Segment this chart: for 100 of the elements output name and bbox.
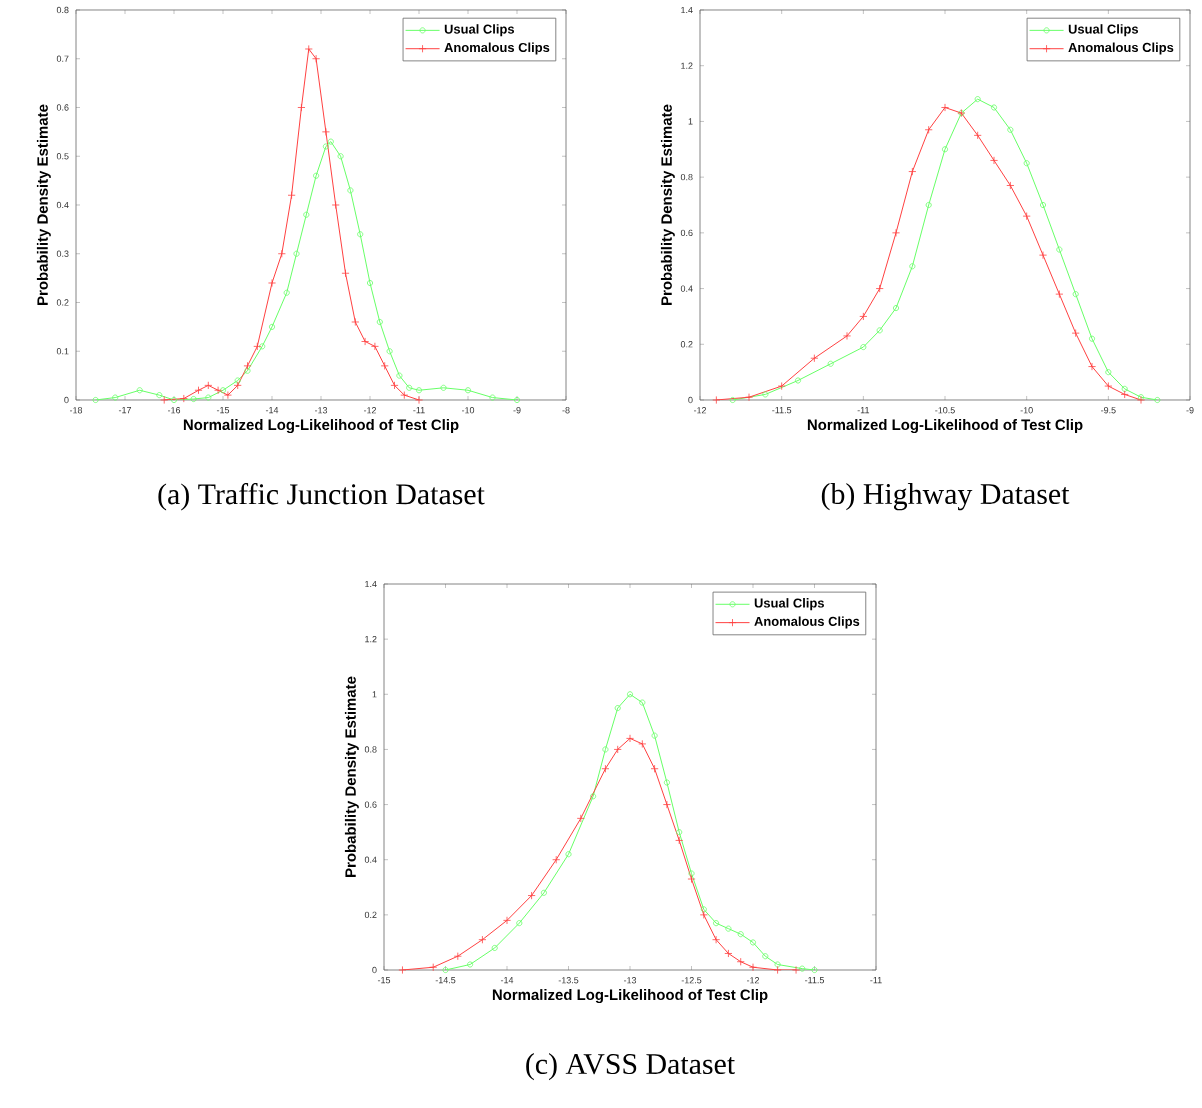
point bbox=[376, 318, 383, 325]
text: (a) Traffic Junction Dataset bbox=[158, 483, 485, 511]
point bbox=[810, 354, 819, 363]
point bbox=[406, 384, 413, 391]
point bbox=[1006, 181, 1015, 190]
point bbox=[892, 228, 901, 237]
point bbox=[941, 103, 950, 112]
point bbox=[467, 961, 474, 968]
point bbox=[503, 916, 511, 925]
point bbox=[322, 143, 329, 150]
point bbox=[799, 965, 806, 972]
point bbox=[287, 191, 296, 200]
point bbox=[1040, 201, 1047, 208]
point bbox=[602, 746, 609, 753]
point bbox=[440, 384, 447, 391]
point bbox=[194, 386, 203, 395]
point bbox=[1120, 390, 1129, 399]
point bbox=[233, 381, 242, 390]
point bbox=[234, 377, 241, 384]
point bbox=[1088, 362, 1097, 371]
point bbox=[1104, 382, 1113, 391]
point bbox=[762, 391, 769, 398]
point bbox=[990, 156, 999, 165]
point bbox=[380, 361, 389, 370]
point bbox=[1007, 126, 1014, 133]
point bbox=[204, 381, 213, 390]
point bbox=[321, 127, 330, 136]
point bbox=[337, 153, 344, 160]
point bbox=[214, 386, 223, 395]
point bbox=[190, 396, 197, 403]
point bbox=[1055, 290, 1064, 299]
point bbox=[293, 250, 300, 257]
point bbox=[639, 699, 646, 706]
point bbox=[243, 361, 252, 370]
point bbox=[327, 138, 334, 145]
point bbox=[908, 167, 917, 176]
point bbox=[773, 966, 782, 974]
point bbox=[277, 249, 286, 258]
point bbox=[367, 279, 373, 286]
point bbox=[749, 963, 757, 972]
point bbox=[650, 764, 659, 773]
point bbox=[331, 200, 340, 209]
point bbox=[663, 779, 670, 786]
point bbox=[1089, 335, 1096, 342]
point bbox=[875, 284, 884, 293]
point bbox=[614, 705, 621, 712]
point bbox=[491, 944, 498, 951]
point bbox=[700, 906, 707, 913]
point bbox=[416, 387, 423, 394]
point bbox=[361, 337, 370, 346]
point bbox=[552, 855, 561, 864]
point bbox=[627, 691, 633, 698]
point bbox=[136, 387, 143, 394]
point bbox=[675, 836, 684, 845]
point bbox=[909, 263, 916, 270]
point bbox=[662, 800, 671, 809]
point bbox=[313, 172, 320, 179]
point bbox=[626, 734, 634, 743]
point bbox=[687, 875, 696, 884]
point bbox=[795, 377, 802, 384]
point bbox=[736, 957, 745, 966]
point bbox=[638, 739, 647, 748]
point bbox=[974, 96, 981, 103]
point bbox=[341, 269, 350, 278]
point bbox=[171, 396, 177, 403]
point bbox=[489, 394, 496, 401]
point bbox=[651, 732, 658, 739]
point bbox=[253, 342, 262, 351]
point bbox=[269, 323, 275, 330]
point bbox=[1121, 385, 1128, 392]
point bbox=[1105, 369, 1112, 376]
point bbox=[179, 394, 188, 403]
point bbox=[223, 391, 232, 400]
point bbox=[724, 949, 733, 958]
point bbox=[156, 392, 163, 399]
point bbox=[465, 387, 472, 394]
point bbox=[942, 146, 949, 153]
point bbox=[859, 312, 868, 321]
point bbox=[205, 394, 212, 401]
point bbox=[347, 187, 354, 194]
point bbox=[725, 925, 732, 932]
point bbox=[688, 870, 695, 877]
point bbox=[390, 381, 399, 390]
point bbox=[312, 54, 321, 63]
point bbox=[297, 103, 306, 112]
point bbox=[1039, 251, 1048, 260]
point bbox=[713, 920, 720, 927]
point bbox=[973, 131, 982, 140]
point bbox=[244, 367, 251, 374]
point bbox=[303, 211, 310, 218]
point bbox=[924, 125, 933, 134]
point bbox=[112, 394, 119, 401]
point bbox=[565, 851, 572, 858]
point bbox=[220, 387, 226, 394]
point bbox=[774, 961, 781, 968]
point bbox=[613, 745, 622, 754]
point bbox=[590, 793, 597, 800]
point bbox=[991, 104, 998, 111]
point bbox=[259, 343, 266, 350]
point bbox=[676, 829, 683, 836]
